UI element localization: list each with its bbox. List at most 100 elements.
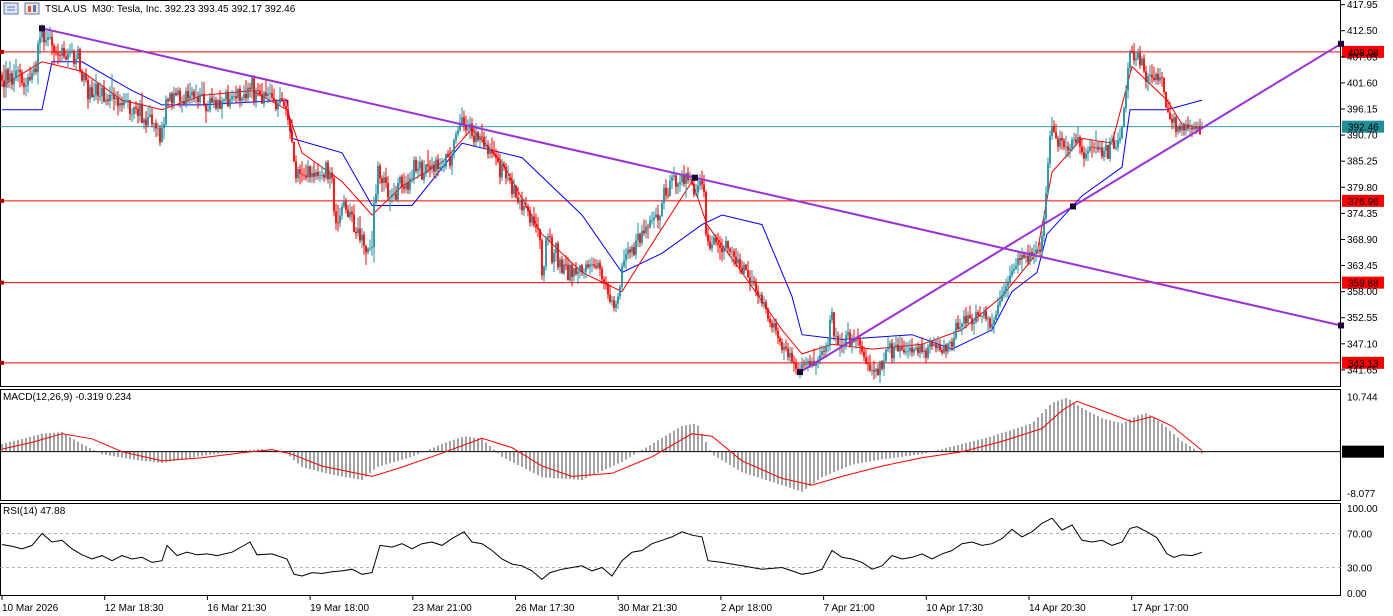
candle-body — [917, 347, 919, 353]
candle-body — [713, 237, 715, 245]
level-anchor-handle[interactable] — [0, 360, 4, 365]
window-icon-group[interactable] — [3, 2, 40, 15]
candle-body — [1163, 78, 1165, 93]
level-anchor-handle[interactable] — [0, 198, 4, 203]
trendline-anchor-handle[interactable] — [1338, 322, 1344, 329]
candle-body — [877, 368, 879, 375]
chart-window-icon[interactable] — [24, 2, 40, 15]
candle-body — [651, 219, 653, 221]
candle-body — [743, 264, 745, 274]
candle-body — [505, 167, 507, 179]
candle-body — [667, 195, 669, 197]
candle-body — [447, 153, 449, 158]
candle-body — [1017, 258, 1019, 266]
macd-signal-line — [1, 400, 1203, 486]
candle-body — [73, 50, 75, 64]
candle-body — [591, 264, 593, 266]
candle-body — [309, 166, 311, 178]
candle-body — [1071, 139, 1073, 149]
candle-body — [367, 248, 369, 253]
candle-body — [249, 87, 251, 90]
candle-body — [619, 286, 621, 297]
candle-body — [1121, 126, 1123, 138]
candle-body — [775, 323, 777, 331]
candle-body — [1085, 153, 1087, 159]
candle-body — [385, 177, 387, 183]
candle-body — [1037, 249, 1039, 251]
candle-body — [57, 53, 59, 56]
y-axis-tick-label: 368.90 — [1347, 235, 1378, 246]
candle-body — [353, 214, 355, 232]
candle-body — [1097, 147, 1099, 150]
candle-body — [211, 97, 213, 103]
candle-body — [175, 92, 177, 95]
candle-body — [671, 176, 673, 182]
candle-body — [373, 203, 375, 248]
x-axis-tick-label: 10 Mar 2026 — [2, 603, 59, 614]
candle-body — [789, 352, 791, 358]
candle-body — [653, 217, 655, 220]
price-level-label: 376.96 — [1348, 197, 1379, 208]
candle-body — [1167, 107, 1169, 113]
macd-zero-label: 0.000 — [1350, 448, 1375, 459]
candle-body — [637, 233, 639, 241]
trendline-anchor-handle[interactable] — [1338, 40, 1344, 47]
candle-body — [1169, 112, 1171, 119]
candle-body — [243, 93, 245, 99]
price-level-label: 408.08 — [1348, 48, 1379, 59]
candle-body — [531, 216, 533, 223]
trendline-anchor-handle[interactable] — [692, 174, 698, 181]
candle-body — [673, 175, 675, 177]
candle-body — [281, 98, 283, 102]
candle-body — [1013, 268, 1015, 272]
candle-body — [497, 157, 499, 162]
candle-body — [195, 97, 197, 99]
last-price-label: 392.46 — [1348, 123, 1379, 134]
candle-body — [679, 182, 681, 184]
candle-body — [543, 266, 545, 276]
candle-body — [21, 72, 23, 83]
candle-body — [391, 194, 393, 197]
candle-body — [381, 178, 383, 183]
candle-body — [1051, 125, 1053, 137]
candle-body — [45, 39, 47, 43]
candle-body — [171, 93, 173, 104]
candle-body — [141, 103, 143, 124]
candle-body — [739, 259, 741, 268]
trendline-anchor-handle[interactable] — [39, 25, 45, 32]
candle-body — [1, 74, 3, 81]
candle-body — [1161, 77, 1163, 79]
trendline-anchor-handle[interactable] — [797, 369, 803, 376]
candle-body — [835, 336, 837, 337]
candle-body — [649, 220, 651, 228]
candle-body — [727, 240, 729, 249]
candle-body — [765, 302, 767, 309]
candle-body — [455, 134, 457, 140]
candle-body — [361, 234, 363, 241]
candle-body — [371, 247, 373, 249]
candle-body — [181, 101, 183, 102]
candle-body — [1111, 140, 1113, 142]
trendline[interactable] — [41, 27, 1342, 327]
candle-body — [729, 248, 731, 252]
candle-body — [965, 316, 967, 324]
candle-body — [471, 123, 473, 136]
candle-body — [685, 173, 687, 184]
level-anchor-handle[interactable] — [0, 280, 4, 285]
price-level-tag — [1342, 45, 1384, 58]
candle-body — [547, 236, 549, 240]
candle-body — [165, 99, 167, 125]
candle-body — [749, 277, 751, 284]
candle-body — [1125, 90, 1127, 109]
candle-body — [527, 206, 529, 211]
level-anchor-handle[interactable] — [0, 49, 4, 54]
candle-body — [337, 222, 339, 224]
symbol-list-icon[interactable] — [3, 2, 19, 15]
candle-body — [239, 88, 241, 101]
candle-body — [489, 148, 491, 154]
trendline-anchor-handle[interactable] — [1070, 203, 1076, 210]
price-level-label: 343.13 — [1348, 359, 1379, 370]
candle-body — [953, 338, 955, 347]
candle-body — [167, 99, 169, 102]
candle-body — [1039, 249, 1041, 252]
